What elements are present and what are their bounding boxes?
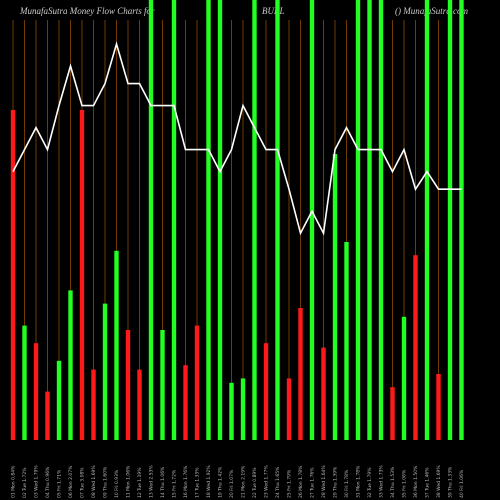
bar xyxy=(263,343,269,440)
bar xyxy=(79,110,85,440)
x-tick-label: 02 Tue 1.72% xyxy=(22,467,28,498)
x-tick-label: 07 Tue 3.08% xyxy=(80,467,86,498)
bar xyxy=(401,316,407,440)
x-tick-label: 36 Mon 1.50% xyxy=(413,465,419,498)
bar xyxy=(22,325,27,440)
x-tick-label: 01 Mon 0.84% xyxy=(11,465,17,498)
x-tick-label: 24 Thu 1.65% xyxy=(275,466,281,498)
x-tick-label: 34 Thu 1.53% xyxy=(390,466,396,498)
x-tick-label: 13 Wed 2.53% xyxy=(149,465,155,498)
bar xyxy=(91,369,96,440)
x-tick-label: 23 Wed 1.77% xyxy=(264,465,270,498)
x-tick-label: 04 Thu 0.96% xyxy=(45,466,51,498)
bar xyxy=(309,0,315,440)
x-tick-label: 18 Wed 1.92% xyxy=(206,465,212,498)
bar xyxy=(68,290,73,440)
bar xyxy=(194,325,200,440)
x-tick-label: 22 Tue 0.89% xyxy=(252,467,258,498)
bar xyxy=(148,0,154,440)
bar xyxy=(160,330,165,440)
x-tick-label: 15 Fri 1.72% xyxy=(172,469,178,498)
x-tick-label: 12 Tue 1.19% xyxy=(137,467,143,498)
x-tick-label: 06 Mon 2.07% xyxy=(68,465,74,498)
x-tick-label: 32 Tue 1.79% xyxy=(367,467,373,498)
x-tick-label: 19 Thu 1.42% xyxy=(218,466,224,498)
bar xyxy=(344,242,349,440)
x-tick-label: 37 Tue 1.46% xyxy=(425,467,431,498)
chart-title-ticker: BURL xyxy=(262,6,285,16)
bar xyxy=(286,378,292,440)
x-tick-label: 10 Fri 0.93% xyxy=(114,469,120,498)
bar xyxy=(33,343,39,440)
x-tick-label: 05 Fri 1.71% xyxy=(57,469,63,498)
x-tick-label: 40 Fri 1.06% xyxy=(459,469,465,498)
bar xyxy=(321,347,326,440)
x-tick-label: 20 Fri 1.07% xyxy=(229,469,235,498)
x-tick-label: 03 Wed 1.79% xyxy=(34,465,40,498)
x-tick-label: 27 Tue 1.76% xyxy=(310,467,316,498)
bar xyxy=(240,378,246,440)
bar xyxy=(367,0,372,440)
bar xyxy=(378,0,384,440)
bar xyxy=(206,0,211,440)
bar xyxy=(355,0,361,440)
bar xyxy=(171,0,177,440)
x-tick-label: 09 Thu 1.60% xyxy=(103,466,109,498)
bar xyxy=(275,0,280,440)
x-tick-label: 39 Thu 1.33% xyxy=(448,466,454,498)
bar xyxy=(229,382,234,440)
bar xyxy=(137,369,142,440)
bar xyxy=(436,374,441,440)
bar xyxy=(10,110,16,440)
x-tick-label: 11 Mon 1.06% xyxy=(126,465,132,498)
bar xyxy=(447,0,453,440)
bar xyxy=(217,0,223,440)
bar xyxy=(56,360,62,440)
x-tick-label: 31 Mon 1.78% xyxy=(356,465,362,498)
bar xyxy=(102,303,108,440)
x-tick-label: 14 Thu 1.06% xyxy=(160,466,166,498)
bar xyxy=(252,0,257,440)
x-tick-label: 35 Fri 1.06% xyxy=(402,469,408,498)
bar xyxy=(125,330,131,440)
bar xyxy=(332,154,338,440)
x-tick-label: 21 Mon 2.19% xyxy=(241,465,247,498)
x-tick-label: 30 Fri 1.78% xyxy=(344,469,350,498)
x-tick-label: 25 Fri 1.79% xyxy=(287,469,293,498)
x-tick-label: 26 Mon 1.78% xyxy=(298,465,304,498)
x-tick-label: 17 Tue 1.33% xyxy=(195,467,201,498)
chart-title-right: () MunafaSutra.com xyxy=(395,6,468,16)
bar xyxy=(183,365,188,440)
x-tick-label: 38 Wed 1.69% xyxy=(436,465,442,498)
bar xyxy=(298,308,303,440)
bar xyxy=(45,391,50,440)
bar xyxy=(424,0,430,440)
bar xyxy=(459,0,464,440)
line xyxy=(12,41,462,236)
x-tick-label: 29 Thu 1.39% xyxy=(333,466,339,498)
chart-title-left: MunafaSutra Money Flow Charts for xyxy=(19,6,155,16)
x-tick-label: 33 Wed 1.73% xyxy=(379,465,385,498)
x-tick-label: 08 Wed 1.69% xyxy=(91,465,97,498)
x-tick-label: 28 Wed 1.64% xyxy=(321,465,327,498)
x-tick-label: 16 Mon 1.76% xyxy=(183,465,189,498)
bar xyxy=(390,387,395,440)
bar xyxy=(413,255,418,440)
bar xyxy=(114,250,119,440)
